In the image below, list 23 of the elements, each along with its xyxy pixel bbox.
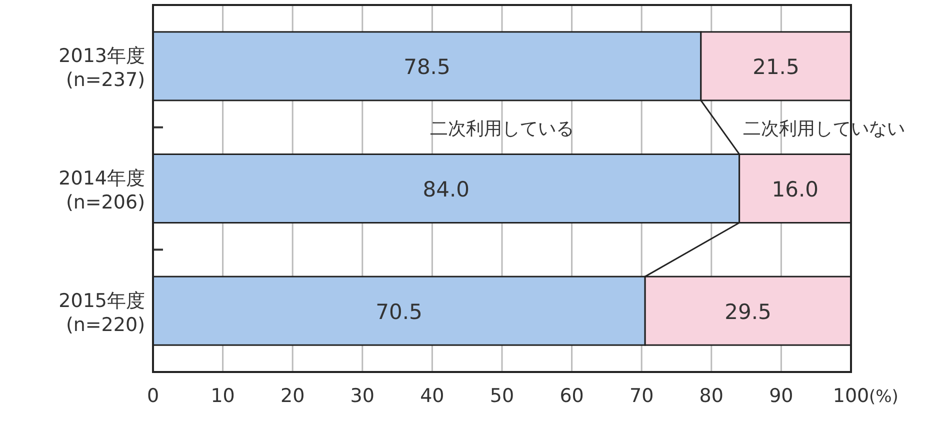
x-tick-label: 100 — [832, 385, 870, 407]
x-axis-title: (%) — [869, 387, 898, 407]
y-tick-label: 2013年度 (n=237) — [58, 45, 145, 92]
y-tick-label: 2014年度 (n=206) — [58, 168, 145, 214]
text: 70.5 — [376, 300, 422, 324]
x-tick-label: 60 — [560, 385, 584, 407]
text: 16.0 — [772, 178, 819, 202]
x-tick-label: 90 — [769, 385, 794, 407]
x-tick-label: 10 — [210, 385, 235, 407]
series-label: 二次利用している — [430, 118, 574, 140]
text: 21.5 — [752, 55, 800, 80]
y-tick-label: 2015年度 (n=220) — [58, 290, 145, 336]
x-tick-label: 50 — [490, 385, 514, 407]
text: 78.5 — [404, 55, 450, 80]
x-tick-label: 40 — [420, 385, 444, 407]
x-tick-label: 30 — [350, 385, 374, 407]
x-tick-label: 70 — [630, 385, 654, 407]
series-label: 二次利用していない — [742, 118, 905, 140]
x-tick-label: 20 — [280, 385, 305, 407]
x-tick-label: 0 — [146, 385, 160, 407]
x-tick-label: 80 — [699, 385, 724, 407]
text: 29.5 — [724, 300, 772, 324]
text: 84.0 — [422, 178, 470, 202]
